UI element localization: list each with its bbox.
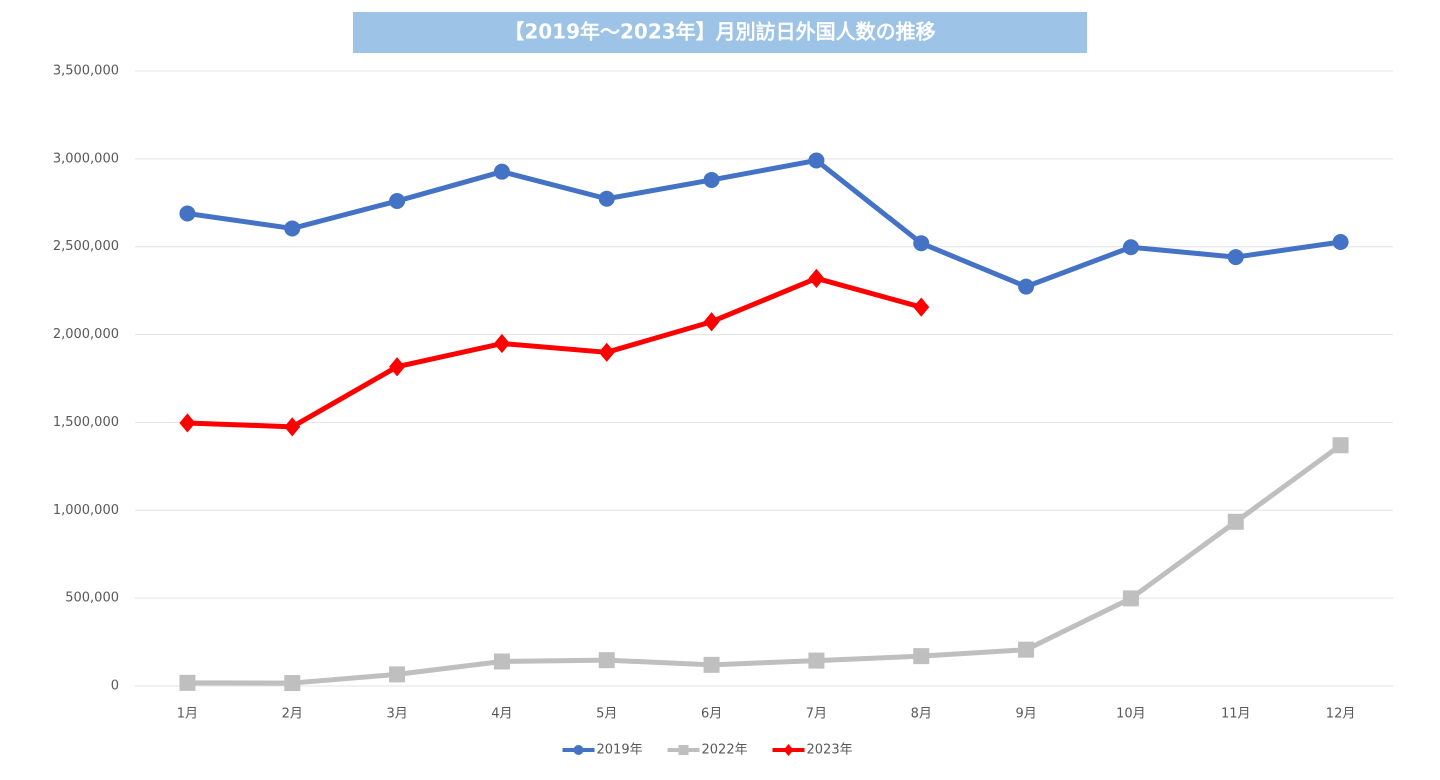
marker (284, 417, 301, 437)
marker (493, 163, 510, 180)
y-tick-label: 0 (111, 679, 119, 694)
y-tick-label: 3,000,000 (53, 151, 119, 166)
title-box (353, 12, 1087, 53)
x-tick-label: 8月 (911, 707, 932, 722)
marker (913, 235, 930, 252)
marker (284, 675, 301, 692)
marker (1332, 233, 1349, 250)
marker (179, 205, 196, 222)
x-tick-label: 6月 (701, 707, 722, 722)
y-tick-label: 2,500,000 (53, 239, 119, 254)
marker (179, 674, 196, 691)
marker (808, 652, 825, 669)
y-tick-label: 1,000,000 (53, 503, 119, 518)
marker (678, 745, 689, 755)
x-tick-label: 1月 (177, 707, 198, 722)
x-tick-label: 5月 (596, 707, 617, 722)
marker (783, 744, 794, 756)
marker (913, 297, 930, 317)
marker (389, 666, 406, 683)
marker (703, 656, 720, 673)
x-tick-label: 11月 (1221, 707, 1251, 722)
legend-label: 2019年 (597, 743, 643, 758)
y-tick-label: 1,500,000 (53, 415, 119, 430)
x-tick-label: 12月 (1326, 707, 1356, 722)
marker (1227, 513, 1244, 530)
marker (1018, 641, 1035, 658)
x-tick-label: 7月 (806, 707, 827, 722)
marker (1122, 590, 1139, 607)
marker (389, 193, 406, 210)
x-tick-label: 2月 (282, 707, 303, 722)
series-line (187, 275, 922, 430)
marker (808, 268, 825, 288)
marker (179, 413, 196, 433)
series-line (187, 443, 1343, 686)
y-tick-label: 2,000,000 (53, 327, 119, 342)
marker (598, 190, 615, 207)
x-tick-label: 3月 (386, 707, 407, 722)
x-tick-label: 4月 (491, 707, 512, 722)
chart-title: 【2019年～2023年】月別訪日外国人数の推移 (504, 20, 935, 44)
y-tick-label: 500,000 (65, 591, 119, 606)
marker (808, 152, 825, 169)
marker (598, 342, 615, 362)
marker (703, 171, 720, 188)
marker (1018, 278, 1035, 295)
legend-label: 2022年 (702, 743, 748, 758)
marker (573, 745, 584, 755)
marker (284, 220, 301, 237)
marker (703, 312, 720, 332)
marker (1332, 437, 1349, 454)
marker (913, 648, 930, 665)
series-line (187, 157, 1341, 290)
x-tick-label: 9月 (1015, 707, 1036, 722)
y-tick-label: 3,500,000 (53, 64, 119, 79)
legend-label: 2023年 (807, 743, 853, 758)
marker (1227, 249, 1244, 266)
marker (389, 357, 406, 377)
x-tick-label: 10月 (1116, 707, 1146, 722)
marker (493, 333, 510, 354)
marker (598, 652, 615, 669)
marker (493, 653, 510, 670)
marker (1122, 239, 1139, 256)
